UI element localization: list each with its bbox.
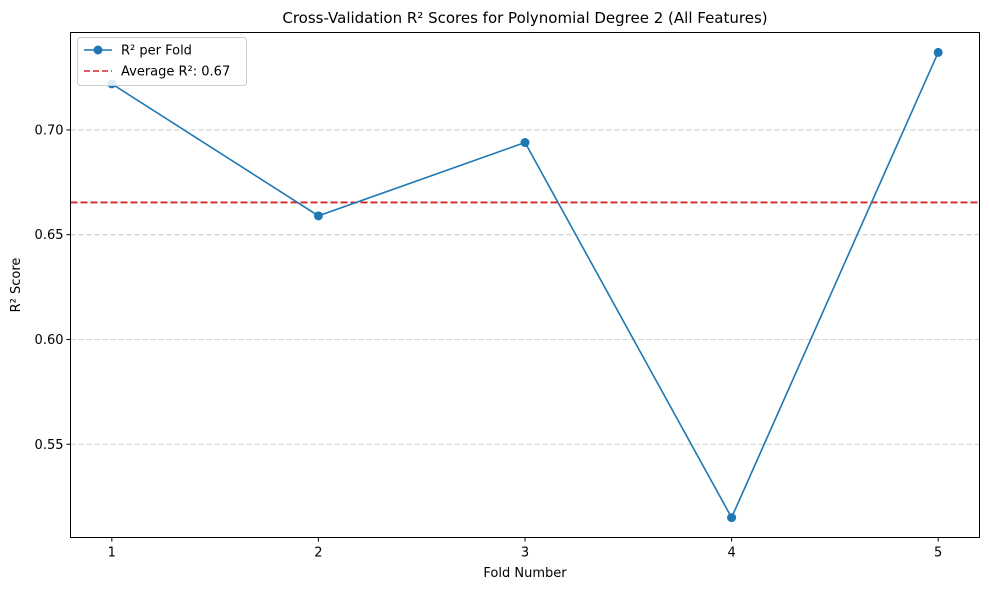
x-tick-label: 1 [108, 546, 116, 561]
y-axis-label: R² Score [9, 258, 24, 313]
legend-series-marker [93, 45, 103, 55]
x-axis-label: Fold Number [483, 566, 567, 581]
x-tick-label: 4 [727, 546, 735, 561]
x-axis-ticks: 1 2 3 4 5 [108, 537, 942, 561]
x-tick-label: 5 [934, 546, 942, 561]
chart-title: Cross-Validation R² Scores for Polynomia… [282, 9, 767, 27]
plot-frame [70, 32, 980, 538]
x-tick-label: 3 [521, 546, 529, 561]
y-tick-label: 0.60 [35, 333, 64, 348]
y-tick-label: 0.55 [35, 438, 64, 453]
data-point [933, 47, 943, 57]
legend-average-label: Average R²: 0.67 [121, 65, 230, 80]
x-tick-label: 2 [314, 546, 322, 561]
y-tick-label: 0.70 [35, 123, 64, 138]
data-point [727, 513, 737, 523]
y-tick-label: 0.65 [35, 228, 64, 243]
y-axis-ticks: 0.55 0.60 0.65 0.70 [35, 123, 71, 453]
grid [70, 129, 980, 445]
legend-series-label: R² per Fold [121, 44, 192, 59]
series-group [107, 47, 943, 523]
data-point [313, 211, 323, 221]
legend: R² per Fold Average R²: 0.67 [77, 37, 247, 86]
data-point [520, 138, 530, 148]
legend-box [77, 37, 247, 86]
series-line [111, 52, 939, 520]
